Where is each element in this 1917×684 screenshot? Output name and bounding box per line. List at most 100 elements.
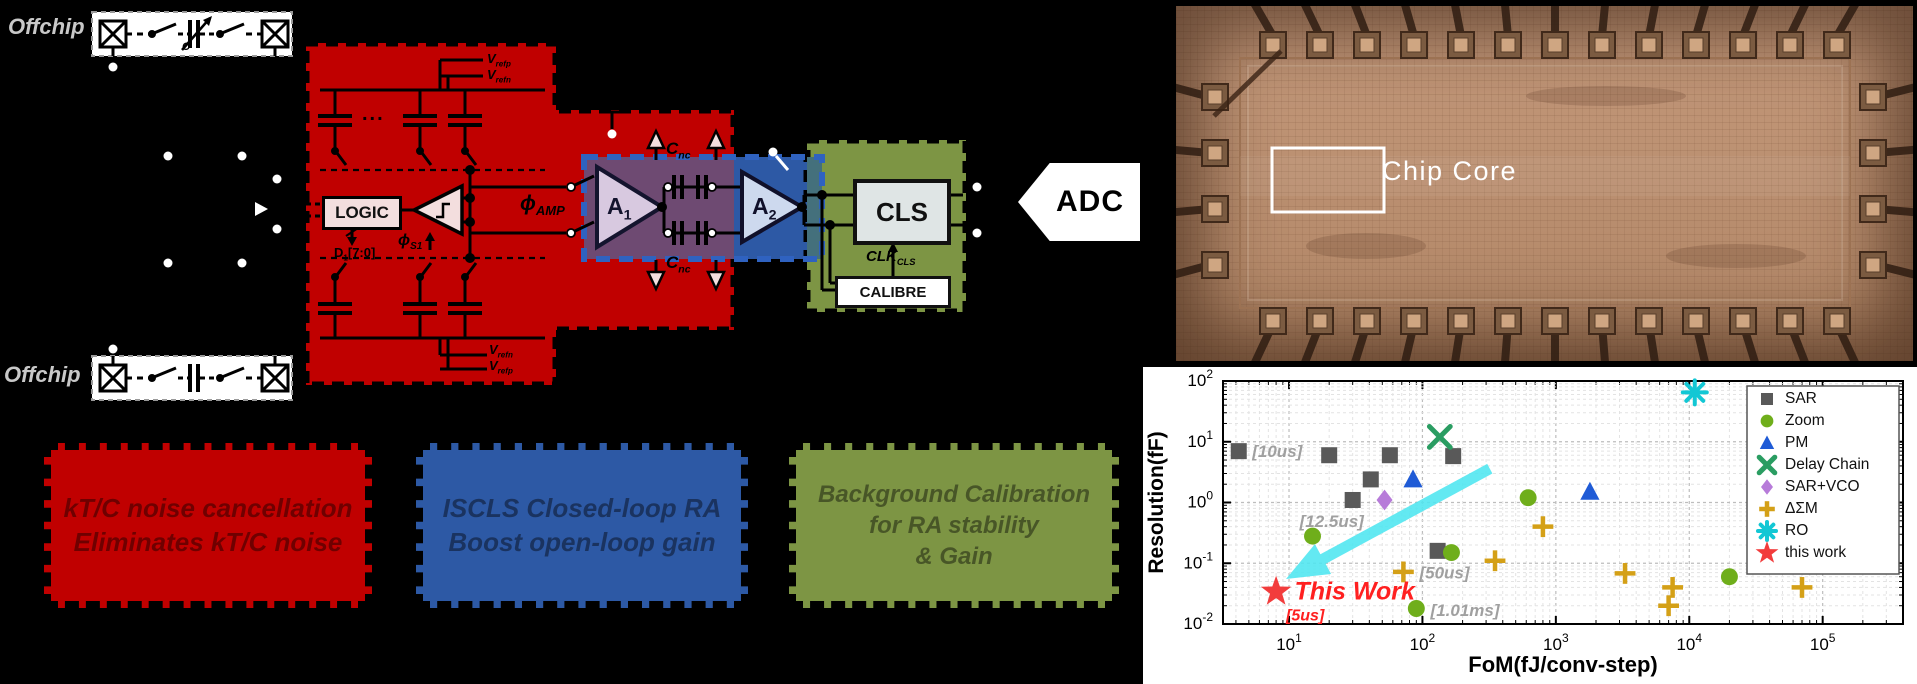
data-point-circle (1407, 600, 1425, 617)
svg-text:104: 104 (1676, 631, 1702, 654)
legend-label: this work (1785, 544, 1846, 561)
vrefn-bottom-label: Vrefn (489, 342, 513, 360)
vrefp-top-label: Vrefp (487, 51, 511, 69)
annotation: [1.01ms] (1430, 601, 1501, 620)
data-point-plus (1484, 550, 1506, 572)
svg-text:102: 102 (1187, 367, 1213, 390)
highlight-box-red: kT/C noise cancellation Eliminates kT/C … (44, 443, 372, 608)
switch-icon (216, 22, 245, 38)
switch-icon (216, 366, 245, 382)
offchip-bottom-network (91, 355, 293, 401)
switch-icon (148, 22, 177, 38)
data-point-square (1362, 471, 1379, 488)
sensor-cap-label: C (182, 41, 190, 53)
data-point-square (1429, 542, 1446, 559)
x-axis-label: FoM(fJ/conv-step) (1468, 652, 1657, 677)
svg-text:10-1: 10-1 (1183, 549, 1213, 572)
highlight-text: Eliminates kT/C noise (73, 526, 343, 557)
cnc-bottom-label: Cnc (666, 253, 691, 276)
svg-text:103: 103 (1543, 631, 1569, 654)
legend-label: PM (1785, 434, 1808, 451)
legend-label: Zoom (1785, 412, 1825, 429)
highlight-text: kT/C noise cancellation (63, 492, 353, 523)
amplifier-a1 (595, 163, 666, 251)
data-point-star (1755, 541, 1779, 563)
data-point-plus (1658, 595, 1679, 617)
logic-label: LOGIC (335, 203, 389, 222)
data-point-star (1260, 575, 1292, 605)
legend-label: ΔΣM (1785, 500, 1818, 517)
cnc-cap-network (646, 128, 742, 292)
legend-label: SAR+VCO (1785, 478, 1860, 495)
highlight-text: Background Calibration (817, 480, 1091, 508)
chip-micrograph-overlay (1176, 6, 1913, 361)
calibre-block: CALIBRE (835, 276, 951, 308)
data-point-circle (1304, 527, 1321, 545)
data-point-circle (1519, 489, 1537, 507)
offchip-bottom-label: Offchip (4, 362, 81, 387)
data-point-plus (1532, 516, 1554, 538)
a1-label: A1 (607, 193, 632, 224)
this-work-annotation: [5us] (1285, 607, 1325, 624)
calibre-label: CALIBRE (859, 283, 927, 301)
data-point-x (1756, 454, 1778, 476)
svg-text:105: 105 (1810, 631, 1836, 654)
phi-s1-label: ϕS1 (398, 232, 423, 253)
amplifier-a2 (740, 155, 806, 246)
highlight-text: ISCLS Closed-loop RA (442, 492, 722, 523)
annotation: [50us] (1418, 564, 1470, 583)
clk-cls-label: CLKCLS (866, 248, 916, 267)
y-axis-label: Resolution(fF) (1145, 431, 1168, 573)
svg-text:101: 101 (1187, 428, 1213, 451)
scatter-plot-svg: 101 102 103 104 105 102 101 100 10-1 10-2 FoM(fJ/c… (1145, 367, 1904, 677)
vrefp-bottom-label: Vrefp (489, 358, 513, 376)
cap-array-top (318, 58, 545, 172)
vrefn-top-label: Vrefn (487, 67, 511, 85)
data-point-diamond (1761, 479, 1773, 495)
data-point-diamond (1376, 489, 1393, 511)
data-point-x (1426, 424, 1453, 450)
svg-text:100: 100 (1187, 489, 1213, 512)
data-point-plus (1662, 577, 1683, 598)
legend-label: Delay Chain (1785, 456, 1869, 473)
data-point-circle (1442, 544, 1460, 562)
cap-array-bottom (318, 256, 545, 371)
data-point-triangle (1403, 469, 1423, 488)
data-point-plus (1614, 563, 1636, 584)
this-work-annotation: This Work (1295, 578, 1416, 606)
adc-label: ADC (1056, 185, 1124, 218)
data-point-asterisk (1680, 378, 1709, 407)
data-point-square (1445, 448, 1462, 465)
fom-resolution-chart: 101 102 103 104 105 102 101 100 10-1 10-2 FoM(fJ/c… (1143, 367, 1917, 684)
dac-red-region (302, 39, 738, 389)
legend-label: SAR (1785, 390, 1817, 407)
logic-block: LOGIC (322, 196, 402, 230)
signal-node-dots (108, 62, 982, 354)
data-point-triangle (1759, 435, 1775, 449)
cls-label: CLS (876, 196, 928, 227)
data-point-plus (1791, 577, 1813, 598)
capacitor-icon (188, 364, 200, 392)
variable-capacitor-icon (181, 16, 212, 51)
green-blue-overlap (807, 157, 822, 259)
d1-bus-label: D1[7:0] (334, 245, 376, 263)
cnc-top-label: Cnc (666, 139, 691, 162)
data-point-square (1321, 447, 1338, 464)
data-point-square (1761, 393, 1773, 405)
a2-label: A2 (752, 193, 777, 224)
offchip-top-network (91, 11, 293, 57)
highlight-box-olive: Background Calibration for RA stability … (789, 443, 1119, 608)
chip-micrograph: Chip Core (1176, 6, 1913, 361)
cap-array-ellipsis: ... (362, 103, 385, 125)
input-triangle-marker (255, 202, 268, 216)
switch-icon (148, 366, 177, 382)
chip-core-label: Chip Core (1382, 156, 1518, 186)
comparator (410, 183, 464, 237)
data-point-square (1344, 491, 1361, 508)
data-point-square (1381, 447, 1398, 464)
annotation: [12.5us] (1299, 512, 1366, 531)
trend-arrow (1286, 463, 1493, 579)
data-point-triangle (1580, 481, 1600, 500)
data-point-asterisk (1756, 520, 1778, 542)
highlight-text: Boost open-loop gain (448, 526, 716, 557)
